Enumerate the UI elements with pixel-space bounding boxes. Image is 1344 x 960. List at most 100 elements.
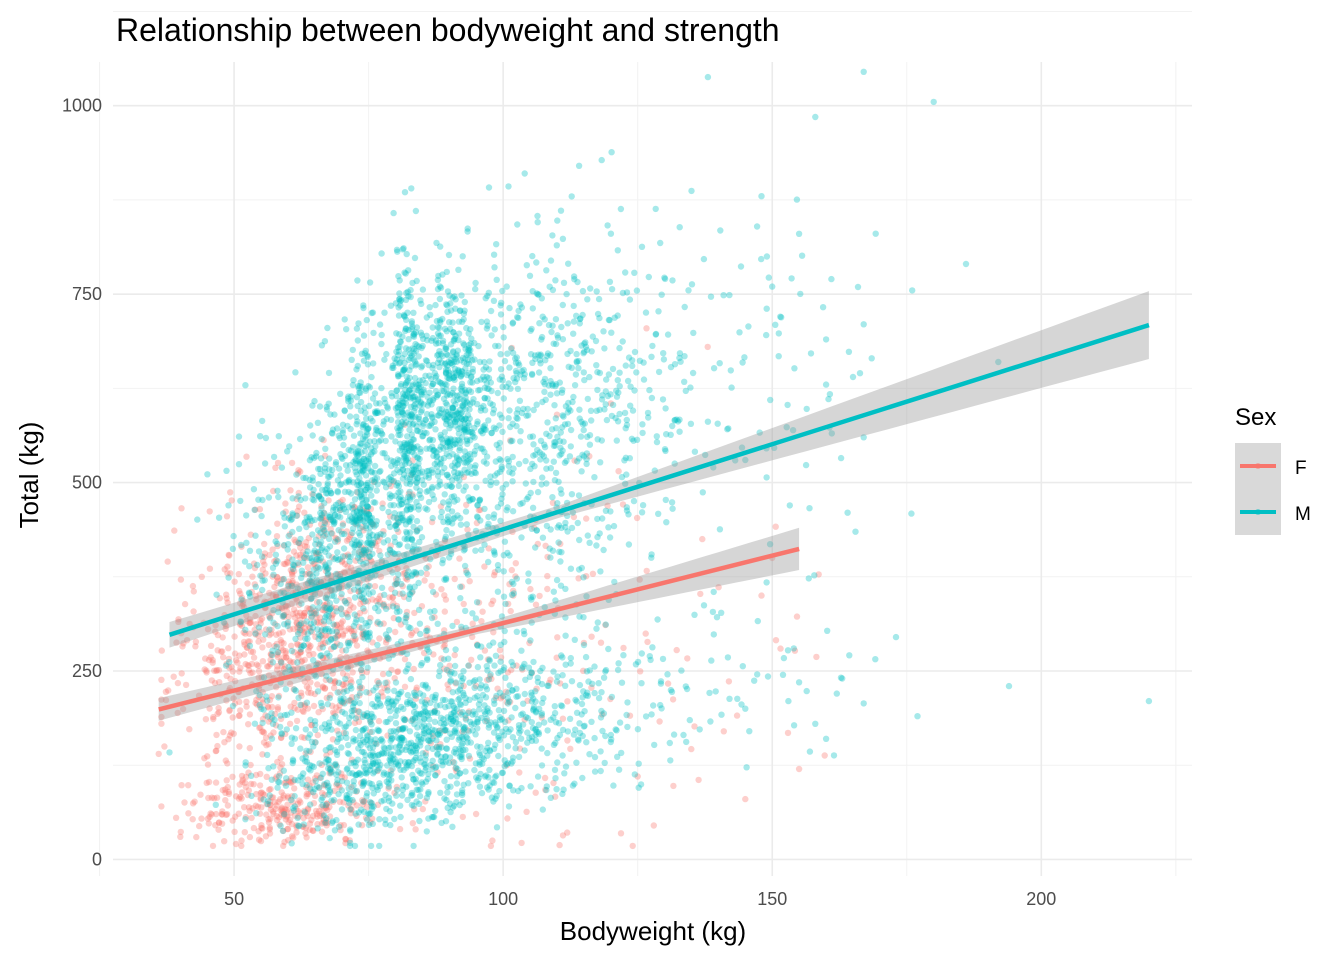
series-m-point (378, 340, 385, 348)
series-f-point (327, 764, 334, 772)
series-f-point (299, 823, 306, 830)
series-m-point (422, 505, 429, 512)
series-f-point (213, 794, 221, 801)
series-m-point (514, 314, 521, 321)
series-m-point (434, 463, 441, 470)
series-m-point (405, 336, 412, 343)
series-f-point (277, 636, 284, 644)
series-m-point (424, 393, 431, 401)
series-m-point (685, 287, 692, 294)
series-m-point (361, 462, 368, 469)
series-m-point (447, 435, 454, 442)
series-m-point (496, 376, 503, 383)
series-m-point (486, 358, 493, 365)
series-m-point (394, 456, 401, 463)
series-m-point (408, 444, 416, 451)
series-m-point (381, 591, 388, 598)
series-m-point (333, 597, 340, 604)
series-f-point (236, 712, 243, 719)
series-m-point (649, 342, 656, 350)
series-f-point (413, 684, 420, 691)
series-m-point (538, 680, 546, 688)
series-f-point (508, 344, 515, 352)
series-m-point (443, 526, 450, 534)
series-f-point (377, 573, 385, 580)
series-m-point (402, 380, 410, 387)
series-m-point (422, 473, 429, 480)
series-f-point (253, 771, 260, 779)
series-m-point (243, 512, 250, 519)
series-f-point (440, 665, 448, 672)
series-f-point (285, 837, 292, 844)
series-m-point (513, 375, 521, 382)
series-m-point (512, 378, 519, 386)
series-f-point (343, 528, 351, 535)
series-f-point (316, 774, 324, 781)
series-f-point (282, 730, 289, 738)
series-m-point (351, 549, 358, 556)
series-m-point (420, 386, 427, 393)
series-m-point (439, 315, 446, 323)
series-m-point (492, 342, 499, 350)
series-m-point (763, 579, 770, 586)
series-f-point (346, 569, 353, 576)
series-m-point (409, 279, 416, 287)
series-m-point (471, 356, 478, 363)
series-f-point (261, 550, 269, 557)
series-m-point (270, 453, 278, 461)
series-m-point (364, 484, 371, 491)
series-m-point (435, 272, 442, 280)
series-f-point (359, 801, 366, 808)
series-m-point (778, 314, 785, 321)
series-m-point (473, 599, 481, 606)
series-m-point (394, 373, 402, 380)
series-f-point (225, 788, 232, 796)
series-m-point (545, 321, 553, 329)
series-f-point (282, 648, 289, 655)
series-f-point (486, 673, 494, 680)
series-m-point (385, 635, 392, 643)
series-m-point (483, 325, 491, 332)
series-f-point (255, 662, 262, 669)
series-m-point (489, 410, 497, 417)
series-f-point (353, 612, 361, 620)
series-f-point (427, 739, 434, 747)
series-m-point (392, 405, 400, 412)
series-m-point (472, 547, 479, 554)
series-f-point (245, 666, 253, 674)
series-f-point (253, 661, 260, 668)
series-m-point (418, 400, 425, 407)
series-f-point (354, 489, 361, 496)
series-m-point (576, 406, 583, 413)
series-m-point (379, 431, 386, 438)
series-m-point (450, 398, 457, 405)
series-m-point (465, 752, 473, 760)
series-m-point (274, 622, 281, 630)
series-f-point (418, 603, 426, 610)
series-f-point (348, 679, 355, 686)
series-m-point (457, 385, 464, 393)
series-m-point (356, 552, 363, 559)
series-f-point (366, 689, 373, 697)
series-f-point (249, 573, 256, 580)
series-m-point (424, 506, 431, 513)
series-m-point (447, 360, 454, 367)
series-f-point (298, 701, 305, 709)
series-m-point (493, 241, 500, 248)
series-f-point (725, 678, 733, 685)
series-f-point (340, 821, 348, 829)
series-f-point (554, 634, 561, 641)
series-f-point (237, 664, 244, 672)
series-m-point (390, 477, 397, 485)
series-f-point (333, 704, 340, 711)
series-m-point (358, 495, 366, 503)
series-m-point (361, 462, 369, 470)
series-m-point (472, 469, 479, 477)
series-f-point (505, 600, 512, 608)
series-f-point (207, 642, 215, 649)
series-m-point (625, 511, 632, 518)
series-m-point (410, 309, 417, 316)
series-f-point (273, 816, 281, 824)
series-m-point (369, 309, 377, 316)
series-m-point (482, 477, 489, 484)
